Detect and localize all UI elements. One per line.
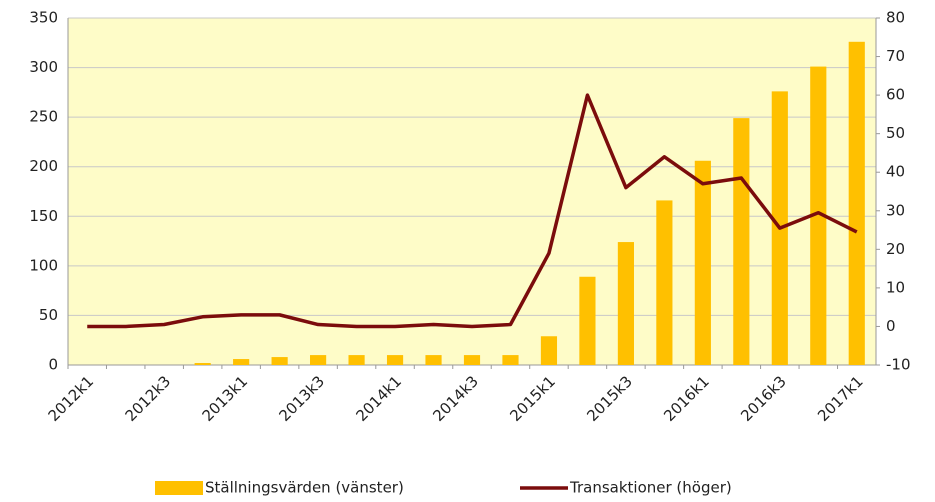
bar — [579, 276, 596, 365]
x-tick-label: 2013k3 — [275, 372, 328, 425]
y-tick-label: 150 — [29, 207, 58, 225]
y-tick-label: 50 — [39, 306, 58, 324]
y2-tick-label: 10 — [886, 278, 905, 296]
bar — [502, 355, 519, 365]
x-tick-label: 2015k1 — [506, 372, 559, 425]
y2-tick-label: 30 — [886, 201, 905, 219]
y2-tick-label: 50 — [886, 124, 905, 142]
x-tick-label: 2013k1 — [199, 372, 252, 425]
bar — [848, 41, 865, 366]
bar — [310, 355, 327, 365]
legend-label: Ställningsvärden (vänster) — [205, 479, 404, 497]
bar — [463, 355, 481, 365]
bar — [617, 242, 634, 365]
bar — [733, 118, 750, 366]
y2-tick-label: -10 — [886, 356, 911, 374]
x-tick-label: 2016k1 — [660, 372, 713, 425]
bar — [656, 200, 673, 365]
bar — [233, 359, 250, 365]
y2-tick-label: 70 — [886, 47, 905, 65]
y2-tick-label: 0 — [886, 317, 896, 335]
bar — [425, 355, 442, 365]
legend-swatch — [155, 481, 203, 495]
y2-tick-label: 60 — [886, 86, 905, 104]
bar — [694, 160, 711, 365]
bar — [540, 336, 558, 365]
legend-label: Transaktioner (höger) — [569, 479, 732, 497]
y-tick-label: 100 — [29, 256, 58, 274]
y-tick-label: 0 — [48, 356, 58, 374]
y-tick-label: 350 — [29, 9, 58, 27]
y2-tick-label: 40 — [886, 163, 905, 181]
y2-tick-label: 80 — [886, 9, 905, 27]
bar — [810, 66, 827, 365]
y-tick-label: 250 — [29, 108, 58, 126]
y2-tick-label: 20 — [886, 240, 905, 258]
y-tick-label: 300 — [29, 58, 58, 76]
bar — [348, 355, 365, 365]
x-tick-label: 2012k3 — [122, 372, 175, 425]
x-tick-label: 2014k3 — [429, 372, 482, 425]
x-tick-label: 2014k1 — [352, 372, 405, 425]
line — [87, 93, 858, 329]
plot-area — [68, 18, 876, 365]
y-tick-label: 200 — [29, 157, 58, 175]
bar — [271, 357, 288, 365]
x-tick-label: 2016k3 — [737, 372, 790, 425]
x-tick-label: 2012k1 — [45, 372, 98, 425]
x-tick-label: 2017k1 — [814, 372, 867, 425]
bar — [194, 363, 211, 365]
bar — [386, 355, 404, 365]
x-tick-label: 2015k3 — [583, 372, 636, 425]
